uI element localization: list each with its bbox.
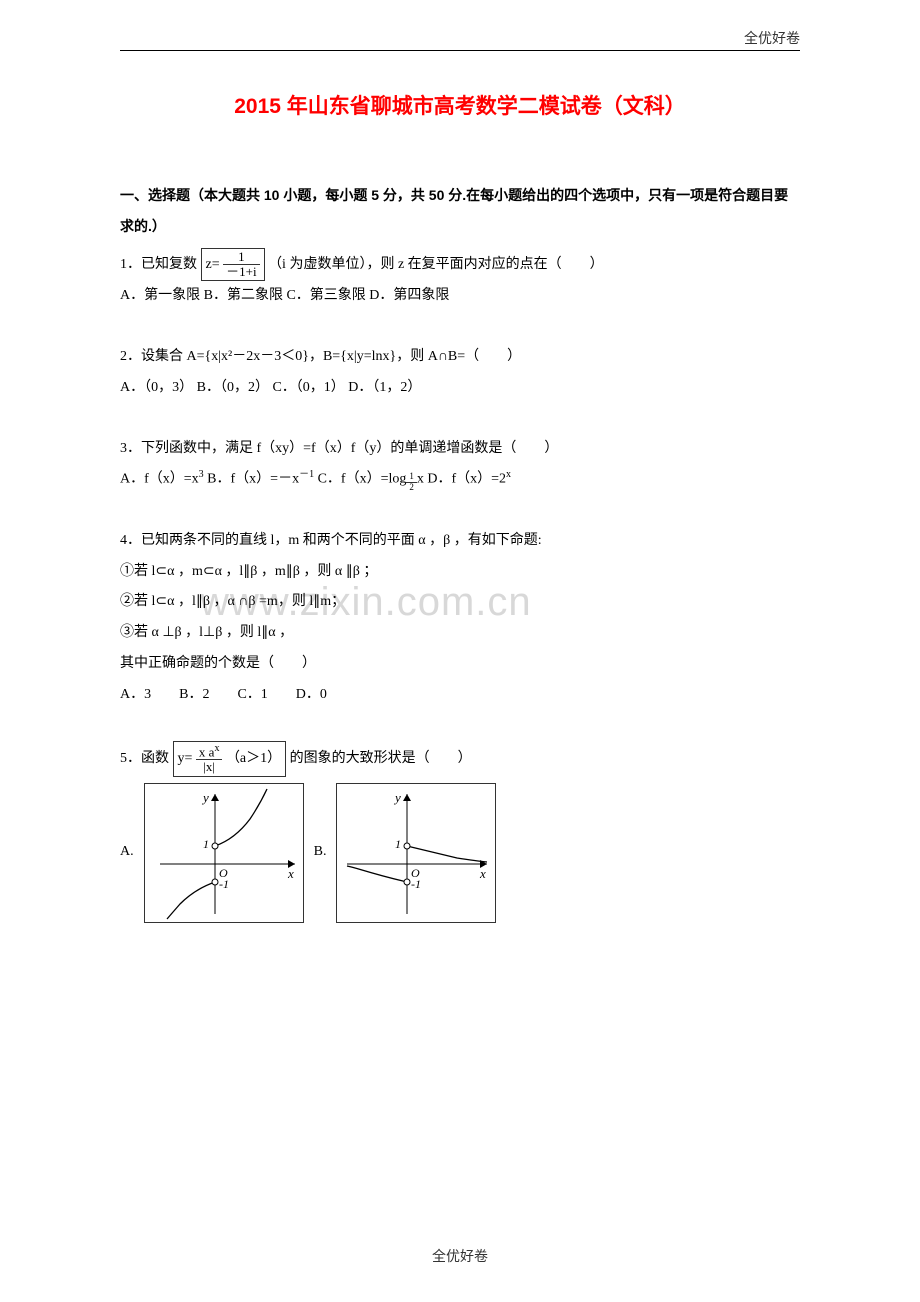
q4-l3: ②若 l⊂α ，l∥β ，α ∩β =m，则 l∥m； xyxy=(120,587,800,618)
graph-a-svg: 1 -1 O x y xyxy=(145,784,305,924)
graph-b-y: y xyxy=(393,790,401,805)
q1-options: A．第一象限 B．第二象限 C．第三象限 D．第四象限 xyxy=(120,281,800,312)
q2-line: 2．设集合 A={x|x²－2x－3＜0}，B={x|y=lnx}，则 A∩B=… xyxy=(120,342,800,373)
q5-frac-num: x ax xyxy=(196,743,223,761)
q3-c-sub-den: 2 xyxy=(406,483,417,493)
question-2: 2．设集合 A={x|x²－2x－3＜0}，B={x|y=lnx}，则 A∩B=… xyxy=(120,342,800,404)
q4-l1: 4．已知两条不同的直线 l，m 和两个不同的平面 α ，β ，有如下命题: xyxy=(120,526,800,557)
graph-a-x: x xyxy=(287,866,294,881)
q3-opt-a: A．f（x）=x xyxy=(120,472,199,487)
q4-l5: 其中正确命题的个数是（ ） xyxy=(120,649,800,680)
q1-frac-den: －1+i xyxy=(223,265,259,279)
q1-frac-num: 1 xyxy=(223,250,259,265)
question-1: 1．已知复数 z= 1 －1+i （i 为虚数单位），则 z 在复平面内对应的点… xyxy=(120,248,800,312)
graph-b-x: x xyxy=(479,866,486,881)
q3-opt-c-post: x D．f（x）=2 xyxy=(417,472,506,487)
q5-opt-b-label: B. xyxy=(314,837,327,868)
q5-lhs: y= xyxy=(178,751,196,766)
q5-graph-row: A. 1 -1 O xyxy=(120,783,800,923)
q5-frac-num-base: x a xyxy=(199,744,215,759)
graph-b-y1: 1 xyxy=(395,837,401,851)
graph-a-y1: 1 xyxy=(203,837,209,851)
graph-a-origin: O xyxy=(219,866,228,880)
q5-opt-a-label: A. xyxy=(120,837,134,868)
q5-pre: 5．函数 xyxy=(120,751,169,766)
q2-options: A．（0，3） B．（0，2） C．（0，1） D．（1，2） xyxy=(120,373,800,404)
q4-l2: ①若 l⊂α ，m⊂α ，l∥β ，m∥β ，则 α ∥β ； xyxy=(120,557,800,588)
q5-fraction: x ax |x| xyxy=(196,743,223,775)
q3-options: A．f（x）=x3 B．f（x）=－x－1 C．f（x）=log12x D．f（… xyxy=(120,464,800,495)
q3-opt-b: B．f（x）=－x xyxy=(204,472,299,487)
q1-post: （i 为虚数单位），则 z 在复平面内对应的点在（ ） xyxy=(268,257,604,272)
graph-a-y: y xyxy=(201,790,209,805)
q1-pre: 1．已知复数 xyxy=(120,257,201,272)
q3-line: 3．下列函数中，满足 f（xy）=f（x）f（y）的单调递增函数是（ ） xyxy=(120,434,800,465)
q5-post: 的图象的大致形状是（ ） xyxy=(290,751,472,766)
header-label: 全优好卷 xyxy=(744,28,800,48)
graph-b-svg: 1 -1 O x y xyxy=(337,784,497,924)
q5-frac-den: |x| xyxy=(196,760,223,774)
section-heading: 一、选择题（本大题共 10 小题，每小题 5 分，共 50 分.在每小题给出的四… xyxy=(120,180,800,242)
graph-b-origin: O xyxy=(411,866,420,880)
q3-opt-b-sup: －1 xyxy=(299,469,314,480)
question-5: 5．函数 y= x ax |x| （a＞1） 的图象的大致形状是（ ） A. xyxy=(120,741,800,923)
q1-fraction: 1 －1+i xyxy=(223,250,259,280)
q5-graph-b: 1 -1 O x y xyxy=(336,783,496,923)
q3-opt-c-sub: 12 xyxy=(406,472,417,493)
q4-options: A．3 B．2 C．1 D．0 xyxy=(120,680,800,711)
page-footer: 全优好卷 xyxy=(0,1246,920,1266)
q5-formula-box: y= x ax |x| （a＞1） xyxy=(173,741,287,777)
q5-frac-num-sup: x xyxy=(214,743,219,754)
q5-graph-a: 1 -1 O x y xyxy=(144,783,304,923)
question-4: 4．已知两条不同的直线 l，m 和两个不同的平面 α ，β ，有如下命题: ①若… xyxy=(120,526,800,711)
header-rule xyxy=(120,50,800,51)
q4-l4: ③若 α ⊥β ，l⊥β ，则 l∥α ， xyxy=(120,618,800,649)
q3-opt-c: C．f（x）=log xyxy=(314,472,406,487)
q1-formula-box: z= 1 －1+i xyxy=(201,248,265,282)
q5-cond: （a＞1） xyxy=(226,751,281,766)
q1-lhs: z= xyxy=(206,257,224,272)
question-3: 3．下列函数中，满足 f（xy）=f（x）f（y）的单调递增函数是（ ） A．f… xyxy=(120,434,800,496)
page-content: 2015 年山东省聊城市高考数学二模试卷（文科） 一、选择题（本大题共 10 小… xyxy=(120,90,800,923)
q3-opt-d-sup: x xyxy=(506,469,511,480)
page-title: 2015 年山东省聊城市高考数学二模试卷（文科） xyxy=(120,90,800,120)
